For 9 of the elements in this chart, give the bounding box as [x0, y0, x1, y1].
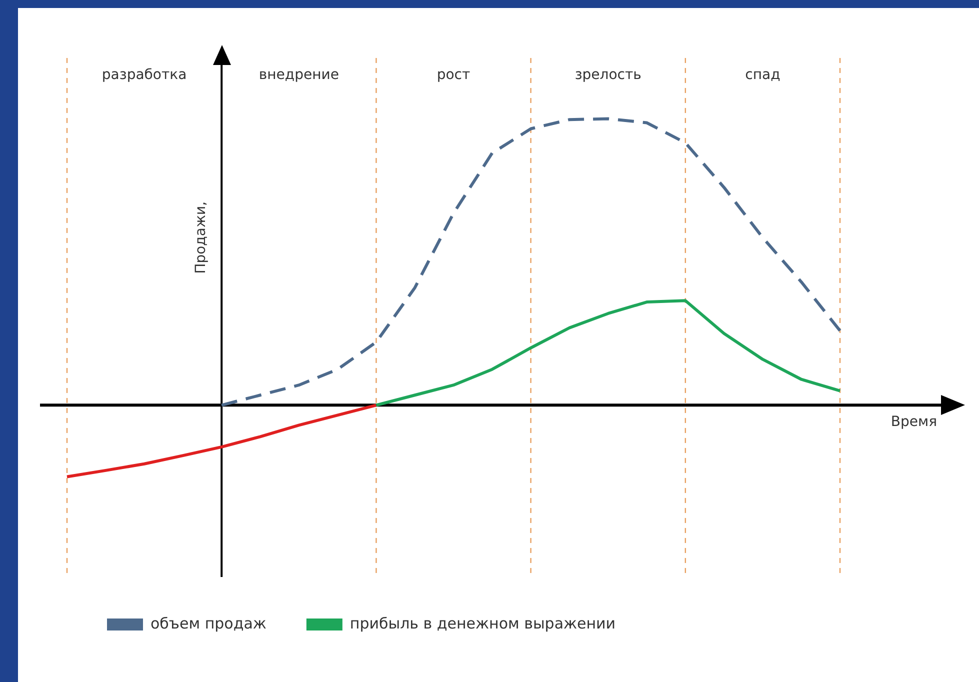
legend-label: прибыль в денежном выражении [350, 614, 616, 632]
legend-label: объем продаж [150, 614, 266, 632]
x-tick-label: разработка [102, 67, 187, 84]
x-tick-label: внедрение [258, 67, 339, 84]
x-tick-label: зрелость [574, 67, 642, 84]
y-axis-title: Продажи, [193, 201, 210, 274]
x-tick-label: рост [436, 67, 470, 84]
x-axis-title: Время [890, 414, 937, 430]
x-tick-label: спад [745, 67, 780, 84]
